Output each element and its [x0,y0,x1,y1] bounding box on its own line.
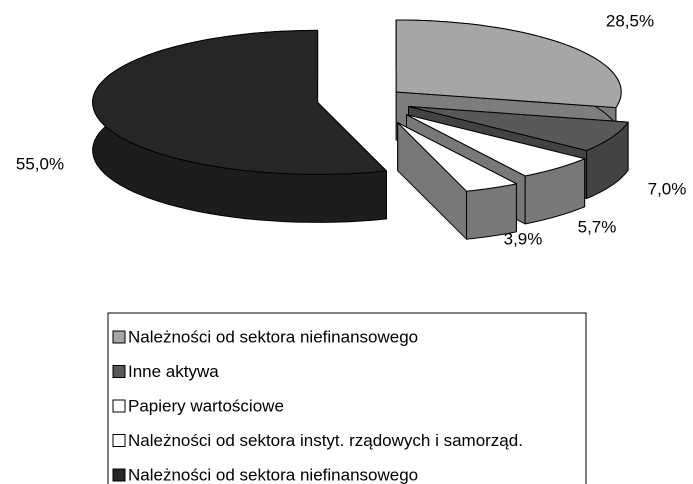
legend-label: Należności od sektora instyt. rządowych … [128,431,523,450]
slice-top [92,29,387,175]
legend-label: Inne aktywa [128,362,219,381]
legend-label: Należności od sektora niefinansowego [128,465,418,484]
labels: 28,5% 7,0% 5,7% 3,9% 55,0% [16,11,686,248]
slice [92,29,387,223]
slice-top [395,19,622,109]
data-label: 7,0% [648,179,687,198]
data-label: 55,0% [16,154,64,173]
legend-box [107,312,587,484]
slice-top [408,106,629,151]
legend-swatch [112,399,126,413]
legend-swatch [112,330,126,344]
legend-swatch [112,434,126,447]
legend-swatch [112,468,126,482]
data-label: 28,5% [606,11,654,30]
pie [92,19,629,240]
legend-label: Należności od sektora niefinansowego [128,327,418,346]
legend: Należności od sektora niefinansowego Inne… [112,327,523,484]
legend-swatch [112,365,126,378]
slice [397,122,517,240]
slice-top [397,122,517,192]
legend-label: Papiery wartościowe [128,396,284,415]
slice-top [406,114,586,177]
data-label: 3,9% [504,229,543,248]
data-label: 5,7% [578,217,617,236]
